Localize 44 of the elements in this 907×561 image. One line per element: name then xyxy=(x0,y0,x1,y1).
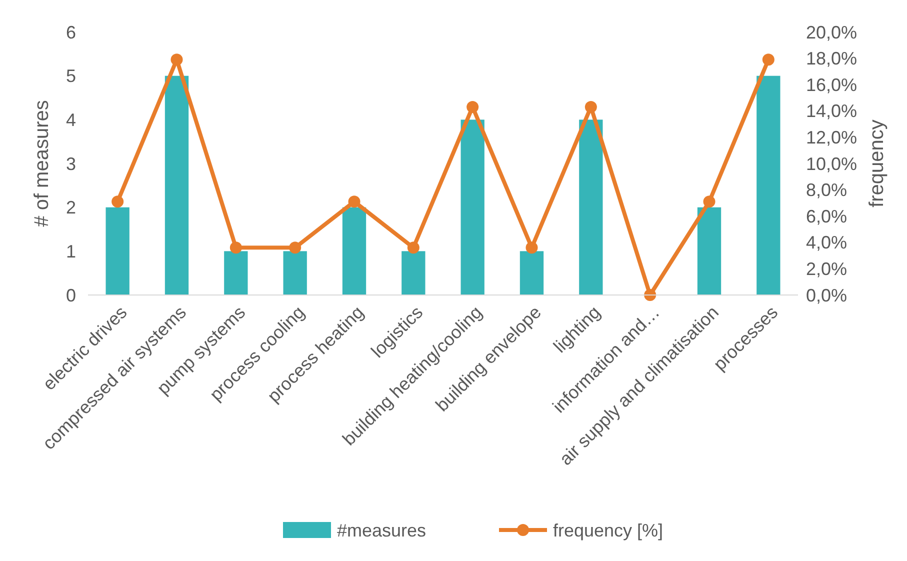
y2-tick-label: 0,0% xyxy=(806,285,848,306)
bar xyxy=(697,207,722,295)
y-tick-label: 1 xyxy=(66,241,76,262)
y-tick-label: 5 xyxy=(66,66,76,86)
point xyxy=(170,54,183,66)
bar xyxy=(106,207,130,295)
y2-tick-label: 16,0% xyxy=(806,74,858,95)
y-axis-title: # of measures xyxy=(31,100,53,227)
y2-tick-label: 6,0% xyxy=(806,206,848,226)
legend-label: #measures xyxy=(337,520,426,540)
y-tick-label: 2 xyxy=(66,198,76,218)
y-tick-label: 3 xyxy=(66,154,76,174)
bar xyxy=(283,251,307,295)
y2-tick-label: 20,0% xyxy=(806,22,858,42)
point xyxy=(526,242,538,254)
point xyxy=(762,54,774,66)
point xyxy=(289,242,302,254)
point xyxy=(407,242,420,254)
y2-tick-label: 18,0% xyxy=(806,48,858,69)
point xyxy=(112,196,124,208)
bar xyxy=(164,76,189,295)
y-tick-label: 6 xyxy=(66,22,76,42)
y-tick-label: 0 xyxy=(66,285,76,306)
y2-tick-label: 8,0% xyxy=(806,180,848,200)
bar xyxy=(342,207,366,295)
y2-tick-label: 10,0% xyxy=(806,154,858,174)
point xyxy=(466,100,479,113)
y-tick-label: 4 xyxy=(66,110,76,130)
y2-tick-label: 4,0% xyxy=(806,232,848,253)
point xyxy=(348,196,360,208)
bar xyxy=(520,251,544,295)
point xyxy=(703,196,716,208)
y2-tick-label: 12,0% xyxy=(806,128,858,148)
legend-label: frequency [%] xyxy=(553,520,664,540)
y2-tick-label: 2,0% xyxy=(806,259,848,279)
bar xyxy=(579,120,603,295)
point xyxy=(230,242,242,254)
bar xyxy=(756,76,780,295)
bar xyxy=(224,251,248,295)
y2-tick-label: 14,0% xyxy=(806,101,858,122)
y2-axis-title: frequency xyxy=(866,120,888,208)
bar xyxy=(402,251,426,295)
point xyxy=(584,100,597,113)
bar xyxy=(460,120,484,295)
